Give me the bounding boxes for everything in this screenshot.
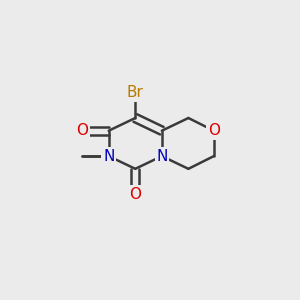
Text: N: N bbox=[156, 148, 167, 164]
Text: O: O bbox=[76, 123, 88, 138]
Text: O: O bbox=[208, 123, 220, 138]
Text: O: O bbox=[129, 187, 141, 202]
Text: N: N bbox=[103, 148, 114, 164]
Text: Br: Br bbox=[127, 85, 144, 100]
